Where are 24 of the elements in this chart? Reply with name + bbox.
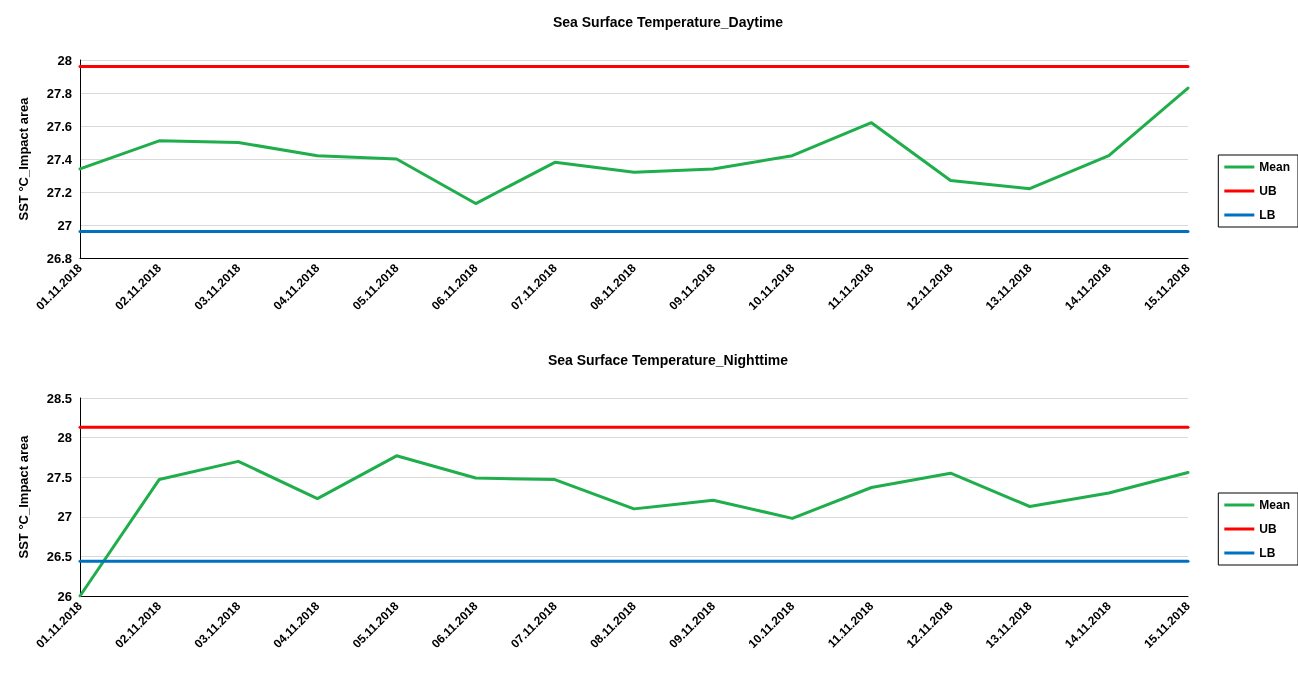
- y-axis-title: SST °C_Impact area: [16, 434, 31, 559]
- y-tick-label: 27.2: [46, 184, 72, 200]
- chart-title: Sea Surface Temperature_Daytime: [552, 14, 784, 30]
- y-tick-label: 27.5: [46, 469, 72, 485]
- legend-label: UB: [1259, 522, 1277, 536]
- y-tick-label: 26.8: [46, 250, 72, 266]
- y-tick-label: 28: [57, 430, 72, 446]
- legend-label: UB: [1259, 184, 1277, 198]
- legend-label: Mean: [1259, 160, 1291, 174]
- y-tick-label: 27.8: [46, 85, 72, 101]
- y-tick-label: 27: [57, 217, 72, 233]
- y-tick-label: 27.4: [46, 151, 73, 167]
- y-tick-label: 27.6: [46, 118, 72, 134]
- y-tick-label: 28.5: [46, 390, 72, 406]
- y-tick-label: 26.5: [46, 548, 72, 564]
- chart-title: Sea Surface Temperature_Nighttime: [547, 352, 789, 368]
- legend-label: LB: [1259, 546, 1276, 560]
- legend-label: LB: [1259, 208, 1276, 222]
- line-series: [78, 86, 1190, 206]
- y-tick-label: 28: [57, 52, 72, 68]
- y-axis-title: SST °C_Impact area: [16, 96, 31, 221]
- y-tick-label: 26: [57, 588, 72, 604]
- legend-label: Mean: [1259, 498, 1291, 512]
- y-tick-label: 27: [57, 509, 72, 525]
